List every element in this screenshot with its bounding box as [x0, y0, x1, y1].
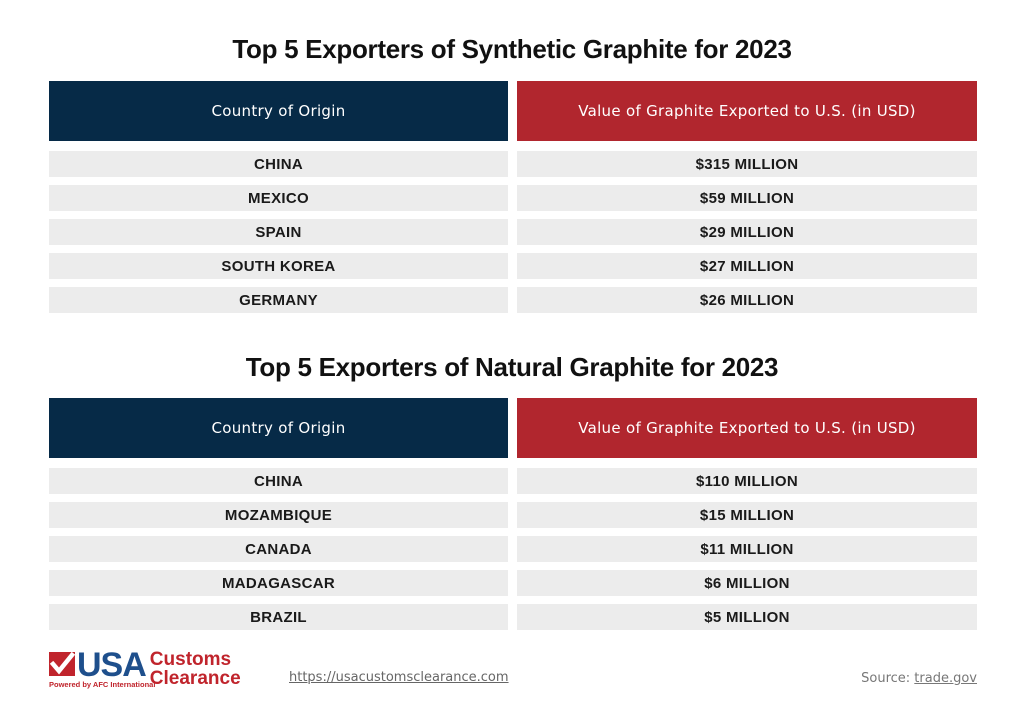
table-row-country: MOZAMBIQUE: [49, 502, 508, 528]
table-row-country: SOUTH KOREA: [49, 253, 508, 279]
table-row-value: $6 MILLION: [517, 570, 977, 596]
table-row-country: MADAGASCAR: [49, 570, 508, 596]
logo-powered-by: Powered by AFC International: [49, 680, 156, 689]
logo-customs-clearance: Customs Clearance: [150, 650, 241, 688]
table-row-value: $15 MILLION: [517, 502, 977, 528]
logo-customs-text: Customs: [149, 649, 232, 670]
table-row-value: $59 MILLION: [517, 185, 977, 211]
logo-clearance-text: Clearance: [149, 668, 241, 689]
table-row-value: $315 MILLION: [517, 151, 977, 177]
table-row-country: CHINA: [49, 468, 508, 494]
source-attribution: Source: trade.gov: [861, 671, 977, 686]
checkmark-icon: [49, 651, 76, 676]
source-link[interactable]: trade.gov: [914, 671, 977, 686]
logo-usa-text: USA: [77, 646, 147, 684]
table-row-value: $11 MILLION: [517, 536, 977, 562]
table-row-country: MEXICO: [49, 185, 508, 211]
synthetic-header-country: Country of Origin: [49, 81, 508, 141]
source-label: Source:: [861, 671, 911, 686]
synthetic-graphite-title: Top 5 Exporters of Synthetic Graphite fo…: [232, 34, 792, 64]
usa-customs-clearance-logo: USA Customs Clearance Powered by AFC Int…: [49, 646, 241, 690]
natural-header-country: Country of Origin: [49, 398, 508, 458]
table-row-country: BRAZIL: [49, 604, 508, 630]
table-row-value: $26 MILLION: [517, 287, 977, 313]
table-row-value: $110 MILLION: [517, 468, 977, 494]
website-link[interactable]: https://usacustomsclearance.com: [289, 670, 509, 685]
table-row-country: GERMANY: [49, 287, 508, 313]
table-row-country: SPAIN: [49, 219, 508, 245]
table-row-country: CHINA: [49, 151, 508, 177]
table-row-value: $5 MILLION: [517, 604, 977, 630]
natural-graphite-title: Top 5 Exporters of Natural Graphite for …: [245, 352, 779, 382]
table-row-value: $27 MILLION: [517, 253, 977, 279]
table-row-value: $29 MILLION: [517, 219, 977, 245]
natural-header-value: Value of Graphite Exported to U.S. (in U…: [517, 398, 977, 458]
table-row-country: CANADA: [49, 536, 508, 562]
synthetic-header-value: Value of Graphite Exported to U.S. (in U…: [517, 81, 977, 141]
